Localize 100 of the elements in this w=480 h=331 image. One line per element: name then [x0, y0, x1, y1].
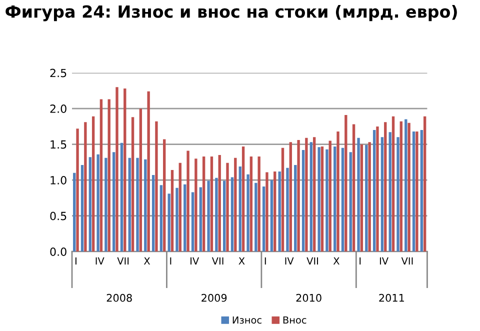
bar: [136, 158, 139, 252]
x-tick-label: VII: [212, 257, 224, 265]
bar: [131, 117, 134, 252]
bar: [312, 137, 316, 252]
bar: [281, 148, 284, 252]
bar: [176, 188, 178, 252]
x-tick-label: I: [75, 257, 76, 265]
bar: [380, 137, 384, 252]
x-tick-label: X: [238, 257, 245, 265]
bar: [286, 168, 289, 252]
bar: [305, 138, 308, 252]
bar: [152, 175, 155, 252]
bar: [408, 122, 410, 252]
bar: [262, 186, 266, 252]
bar: [388, 132, 392, 252]
bar: [73, 172, 76, 252]
y-tick-label: 2.0: [50, 104, 66, 113]
bar: [412, 131, 416, 252]
bar: [210, 156, 214, 252]
bar: [230, 177, 234, 252]
bar: [368, 142, 371, 252]
text: 2009: [202, 294, 227, 302]
bar: [328, 140, 332, 252]
bar: [144, 159, 147, 252]
x-tick-label: I: [360, 257, 361, 265]
bar: [365, 145, 368, 252]
bar: [423, 116, 426, 252]
bar: [250, 156, 253, 252]
bar: [160, 185, 163, 252]
bar: [155, 121, 158, 252]
x-tick-label: VII: [306, 257, 318, 265]
bar: [246, 174, 250, 252]
bar: [336, 131, 340, 252]
bar: [202, 156, 206, 252]
bar: [360, 144, 364, 252]
bar: [372, 130, 376, 252]
bar: [223, 180, 226, 252]
x-tick-label: X: [333, 257, 340, 265]
legend-label: Внос: [283, 316, 306, 324]
y-tick-label: 0.0: [50, 248, 66, 256]
chart-title: Фигура 24: Износ и внос на стоки (млрд. евро): [6, 4, 457, 22]
bar: [104, 158, 108, 252]
bar: [352, 124, 356, 252]
x-tick-label: IV: [285, 257, 294, 265]
bar: [191, 192, 194, 252]
bar: [108, 99, 110, 252]
bar: [96, 154, 100, 252]
bar: [318, 147, 320, 252]
bar: [128, 158, 131, 252]
bar: [344, 115, 348, 252]
bar: [163, 139, 166, 252]
bar: [84, 122, 87, 252]
bar: [88, 157, 92, 252]
bar: [168, 194, 170, 252]
bar: [289, 142, 292, 252]
bar: [147, 91, 150, 252]
x-tick-label: X: [144, 257, 150, 265]
text: 2010: [296, 294, 322, 302]
bar: [400, 121, 402, 252]
bar: [199, 187, 202, 252]
bar: [234, 158, 237, 252]
x-tick-label: IV: [96, 257, 104, 265]
bar: [297, 140, 300, 252]
x-tick-label: IV: [380, 257, 388, 265]
bar: [258, 156, 260, 252]
bar: [357, 138, 360, 252]
bar: [420, 130, 424, 252]
bar: [194, 158, 198, 252]
bar: [274, 171, 276, 252]
bar: [384, 122, 387, 252]
bar: [341, 148, 344, 252]
bar: [270, 180, 274, 252]
bar: [116, 87, 118, 252]
legend-label: Износ: [232, 316, 262, 324]
bar: [92, 116, 95, 252]
y-tick-label: 0.5: [50, 212, 66, 220]
bar: [186, 150, 190, 252]
bar: [238, 166, 242, 252]
bar: [266, 172, 268, 252]
bar: [302, 150, 305, 252]
x-tick-label: IV: [190, 257, 200, 265]
x-tick-label: VII: [401, 257, 413, 265]
bar: [334, 146, 336, 252]
bar: [392, 116, 395, 252]
text: 2008: [106, 294, 132, 302]
bar: [80, 165, 84, 252]
text: 2011: [379, 294, 404, 302]
y-tick-label: 1.5: [50, 140, 66, 149]
bar: [310, 142, 313, 252]
bar: [170, 170, 174, 252]
bar: [184, 184, 186, 252]
y-tick-label: 2.5: [50, 68, 66, 78]
bar: [254, 182, 258, 252]
bar: [404, 119, 408, 252]
bar: [278, 171, 281, 252]
y-tick-label: 1.0: [50, 176, 66, 184]
bar: [320, 146, 324, 252]
bar: [120, 142, 124, 252]
bar: [207, 180, 210, 252]
bar: [112, 152, 116, 252]
